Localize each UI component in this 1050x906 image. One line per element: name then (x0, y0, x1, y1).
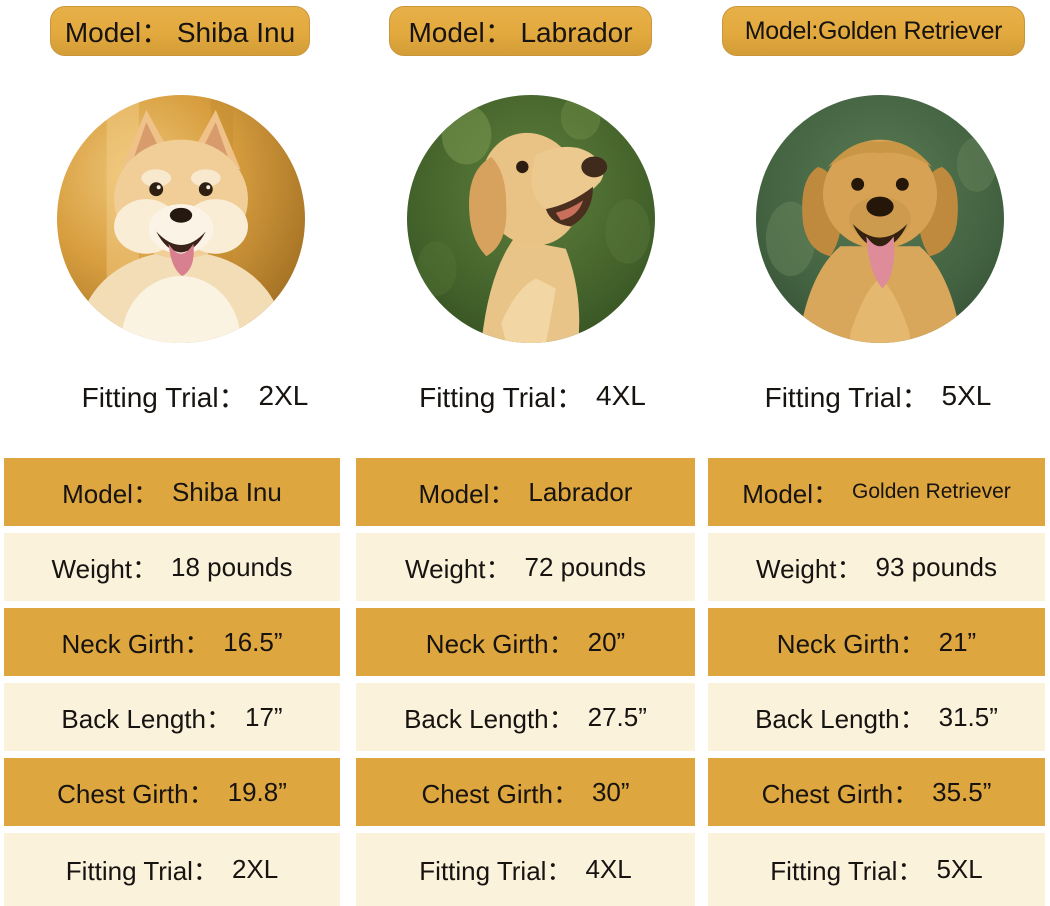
table-row: Fitting Trial： 2XL (4, 833, 340, 906)
row-value: 35.5” (932, 776, 992, 807)
table-row: Weight： 18 pounds (4, 533, 340, 601)
size-table: Model： Labrador Weight： 72 pounds Neck G… (356, 458, 695, 906)
shiba-inu-illustration (57, 95, 305, 343)
table-row: Neck Girth： 16.5” (4, 608, 340, 676)
fitting-trial-label: Fitting Trial： (419, 382, 585, 413)
row-label: Weight： (405, 553, 512, 584)
row-label: Fitting Trial： (65, 856, 219, 886)
row-label: Back Length： (755, 703, 926, 734)
row-label: Neck Girth： (425, 628, 575, 659)
row-label: Back Length： (404, 703, 575, 734)
row-label: Chest Girth： (761, 778, 920, 809)
table-row: Back Length： 17” (4, 683, 340, 751)
row-value: 31.5” (938, 701, 998, 732)
size-table: Model： Shiba Inu Weight： 18 pounds Neck … (4, 458, 340, 906)
table-row: Neck Girth： 20” (356, 608, 695, 676)
row-label: Model： (742, 478, 840, 509)
table-row: Model： Shiba Inu (4, 458, 340, 526)
row-value: 2XL (231, 854, 279, 884)
row-value: 21” (938, 626, 977, 657)
row-value: 5XL (936, 854, 983, 884)
fitting-trial-caption: Fitting Trial： 5XL (706, 375, 1050, 417)
row-label: Neck Girth： (61, 628, 211, 659)
table-row: Chest Girth： 35.5” (708, 758, 1045, 826)
table-row: Neck Girth： 21” (708, 608, 1045, 676)
golden-retriever-illustration (756, 95, 1004, 343)
row-label: Chest Girth： (57, 778, 215, 809)
fitting-trial-value: 2XL (258, 380, 309, 411)
row-value: 72 pounds (524, 551, 646, 582)
row-label: Weight： (51, 553, 158, 584)
row-value: 16.5” (223, 626, 283, 657)
fitting-trial-caption: Fitting Trial： 2XL (25, 375, 365, 417)
table-row: Fitting Trial： 4XL (356, 833, 695, 906)
fitting-trial-label: Fitting Trial： (764, 382, 930, 413)
table-row: Weight： 72 pounds (356, 533, 695, 601)
row-value: 30” (591, 776, 630, 807)
row-label: Weight： (756, 553, 863, 584)
golden-retriever-photo (756, 95, 1004, 343)
fitting-trial-value: 5XL (941, 380, 992, 411)
row-value: 27.5” (587, 701, 647, 732)
fitting-trial-caption: Fitting Trial： 4XL (360, 375, 705, 417)
fitting-trial-label: Fitting Trial： (81, 382, 247, 413)
table-row: Back Length： 27.5” (356, 683, 695, 751)
row-value: 19.8” (227, 776, 287, 807)
shiba-inu-photo (57, 95, 305, 343)
table-row: Weight： 93 pounds (708, 533, 1045, 601)
model-badge: Model： Shiba Inu (50, 6, 310, 56)
labrador-photo (407, 95, 655, 343)
row-value: 17” (244, 701, 283, 732)
model-badge: Model:Golden Retriever (722, 6, 1025, 56)
row-value: 20” (587, 626, 626, 657)
row-value: Labrador (528, 476, 633, 507)
row-label: Fitting Trial： (419, 856, 573, 886)
row-value: 93 pounds (875, 551, 997, 582)
row-label: Neck Girth： (776, 628, 926, 659)
row-value: 4XL (585, 854, 632, 884)
row-label: Chest Girth： (421, 778, 579, 809)
table-row: Model： Labrador (356, 458, 695, 526)
row-label: Model： (62, 478, 159, 509)
table-row: Back Length： 31.5” (708, 683, 1045, 751)
table-row: Chest Girth： 30” (356, 758, 695, 826)
row-label: Model： (418, 478, 516, 509)
size-table: Model： Golden Retriever Weight： 93 pound… (708, 458, 1045, 906)
model-badge: Model： Labrador (389, 6, 652, 56)
row-value: Golden Retriever (852, 480, 1011, 503)
table-row: Model： Golden Retriever (708, 458, 1045, 526)
row-label: Back Length： (61, 703, 232, 734)
table-row: Fitting Trial： 5XL (708, 833, 1045, 906)
labrador-illustration (407, 95, 655, 343)
fitting-trial-value: 4XL (596, 380, 646, 411)
row-value: 18 pounds (171, 551, 293, 582)
row-value: Shiba Inu (171, 476, 282, 507)
table-row: Chest Girth： 19.8” (4, 758, 340, 826)
row-label: Fitting Trial： (770, 856, 924, 886)
